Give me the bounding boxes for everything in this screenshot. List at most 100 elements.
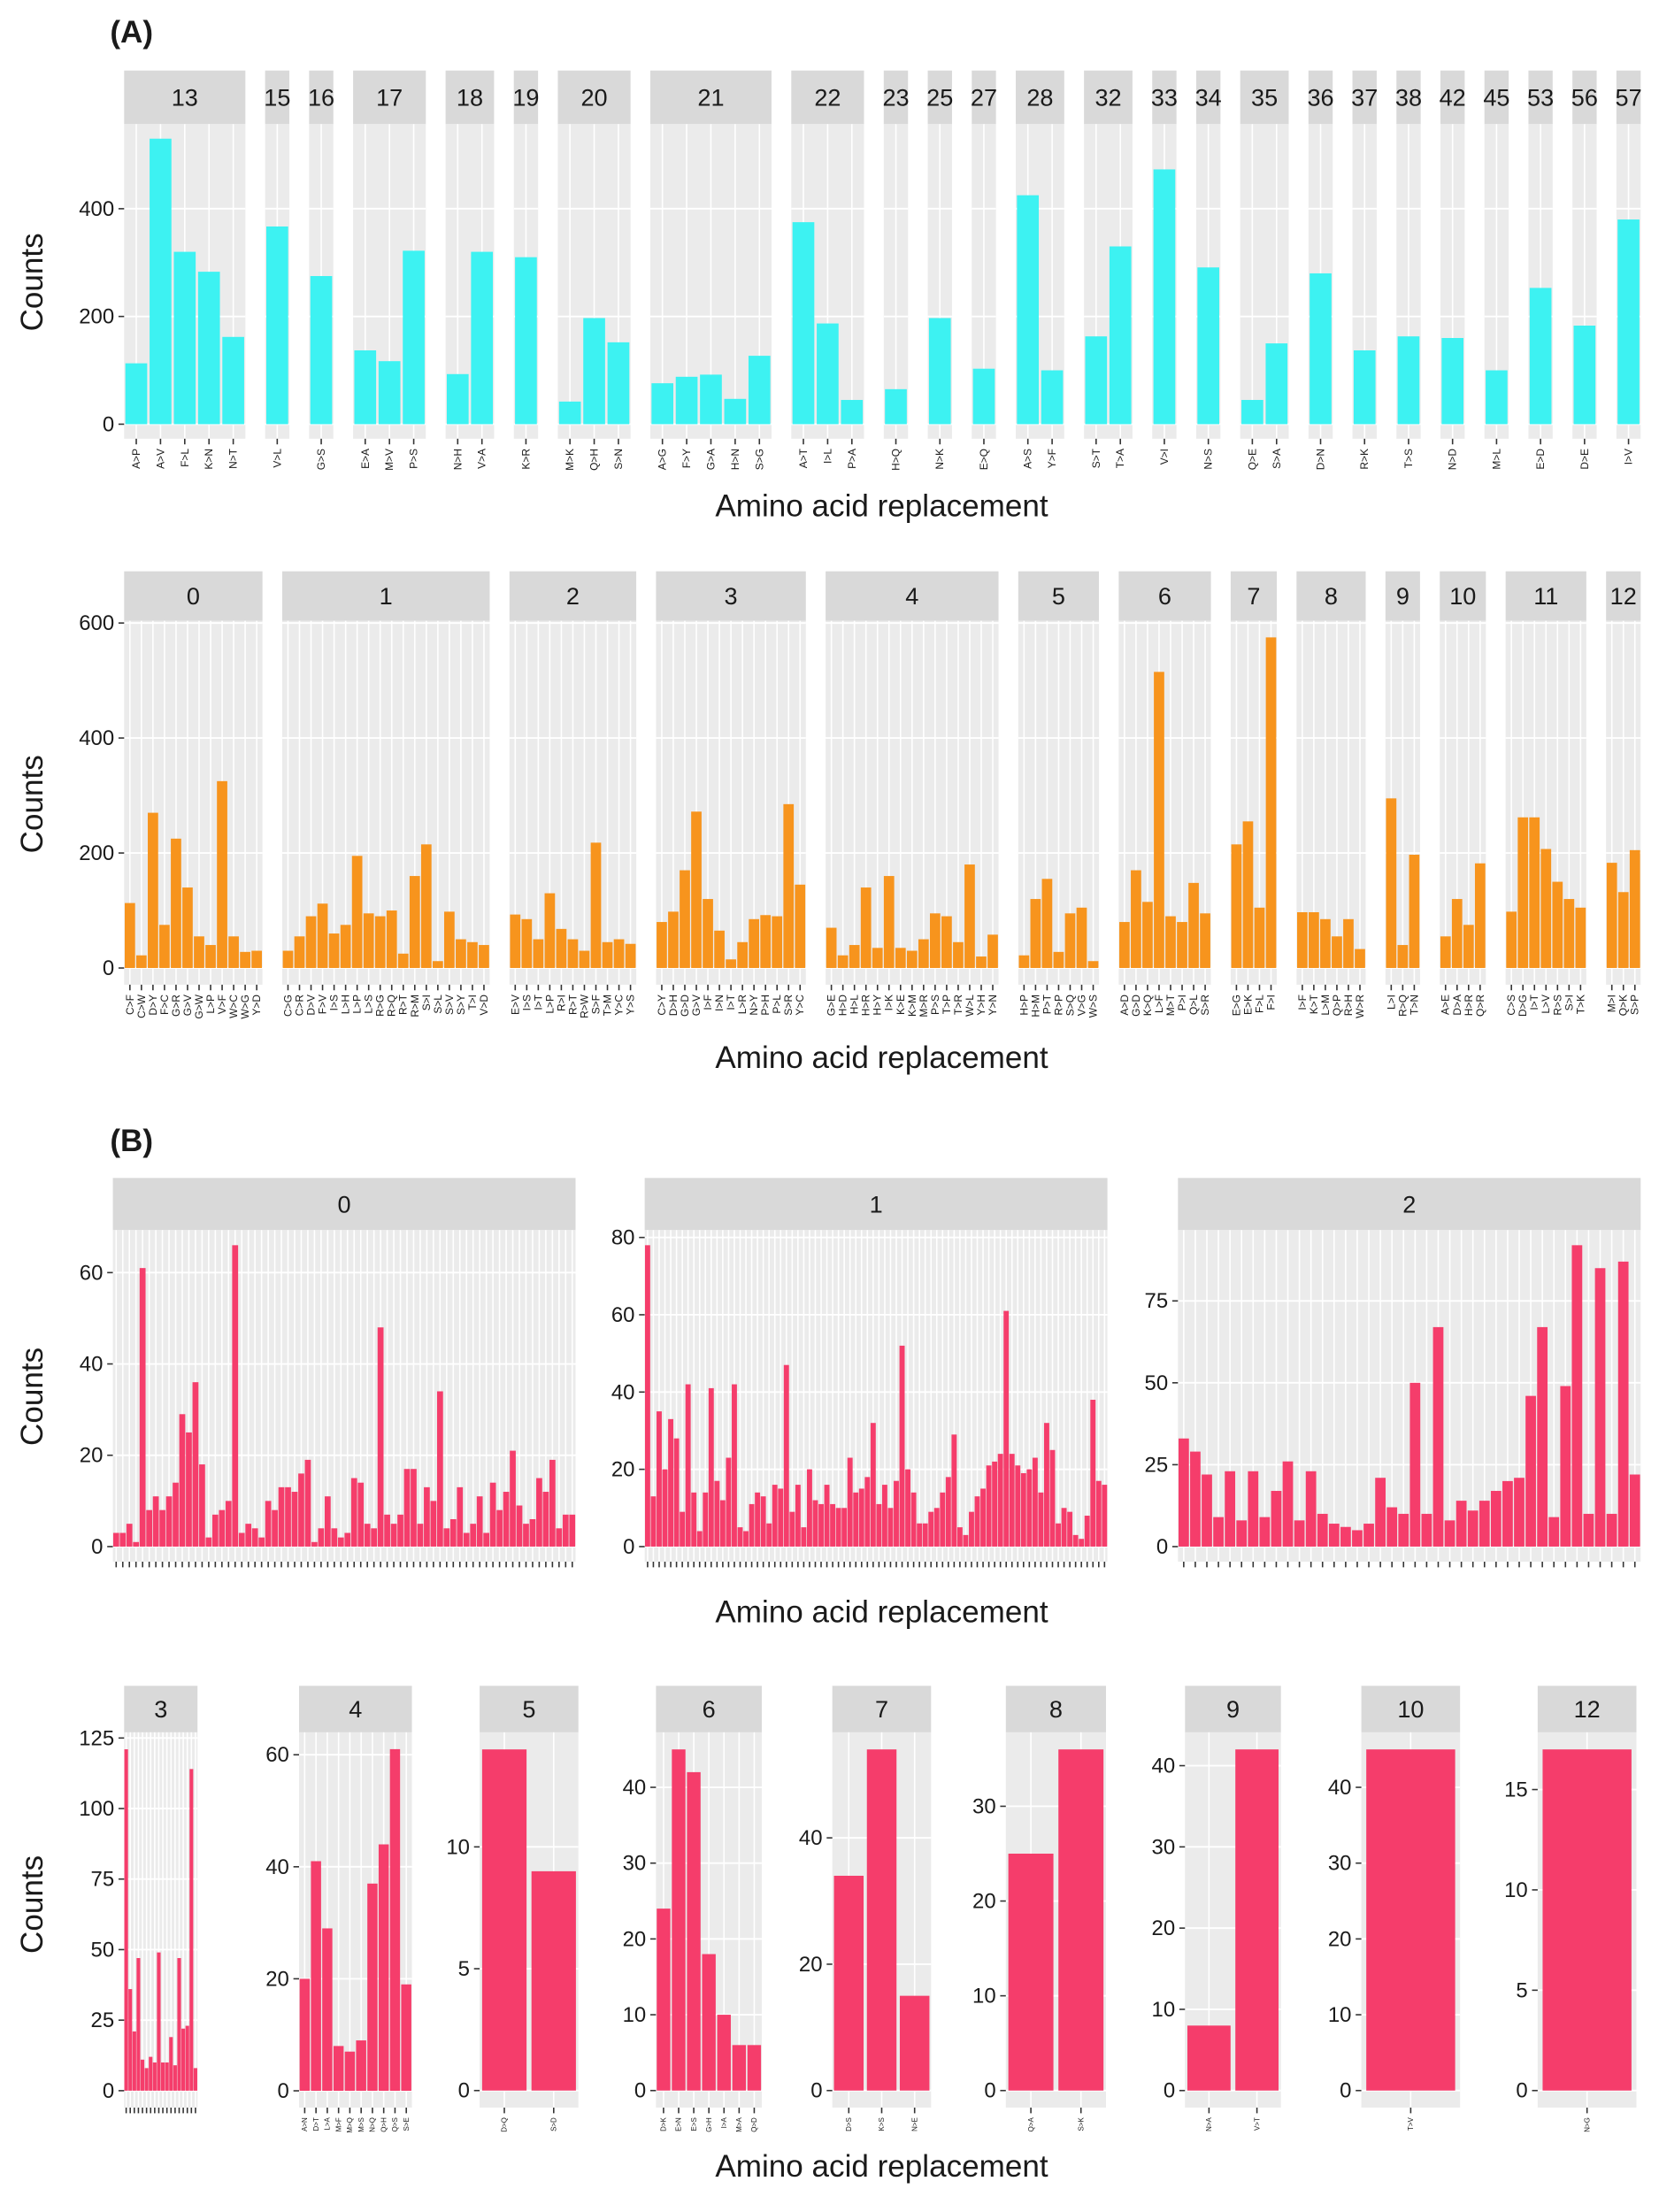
bar xyxy=(199,1464,205,1547)
y-axis-title: Counts xyxy=(15,755,50,853)
bar xyxy=(841,400,864,425)
x-tick-label: G>R xyxy=(170,995,182,1017)
x-axis-title: Amino acid replacement xyxy=(715,1595,1048,1630)
x-tick-label: P>H xyxy=(759,995,772,1016)
bar xyxy=(1397,336,1420,425)
bar xyxy=(1049,1449,1056,1547)
bar xyxy=(881,1485,887,1547)
bar xyxy=(443,1528,450,1547)
bar xyxy=(1486,370,1508,425)
y-tick-label: 200 xyxy=(79,305,114,329)
y-tick-label: 0 xyxy=(458,2079,470,2103)
strip-label: 42 xyxy=(1440,84,1466,111)
x-tick-label: S>A xyxy=(1271,449,1283,469)
x-tick-label: D>E xyxy=(1578,449,1591,470)
strip xyxy=(1528,70,1553,125)
bar xyxy=(887,1508,894,1547)
bar xyxy=(1529,288,1552,425)
x-tick-label: K>Q xyxy=(1141,995,1154,1016)
bar xyxy=(265,1501,272,1547)
bar xyxy=(951,1434,957,1547)
x-tick-label: R>T xyxy=(566,994,579,1015)
bar xyxy=(251,950,262,969)
y-tick-label: 125 xyxy=(79,1726,114,1750)
y-tick-label: 30 xyxy=(972,1794,996,1818)
x-tick-label: E>D xyxy=(1534,449,1547,470)
x-tick-label: L>P xyxy=(543,995,556,1014)
x-tick-label: M>S xyxy=(357,2117,365,2132)
bar xyxy=(703,899,713,969)
x-tick-label: K>N xyxy=(203,449,215,470)
bar xyxy=(602,941,613,969)
y-tick-label: 30 xyxy=(1152,1835,1176,1859)
x-tick-label: Y>F xyxy=(1046,449,1058,468)
x-tick-label: N>K xyxy=(933,449,946,470)
bar xyxy=(298,1473,304,1547)
bar xyxy=(928,1511,934,1547)
strip xyxy=(124,70,246,125)
x-tick-label: T>A xyxy=(1114,449,1126,468)
strip-label: 1 xyxy=(870,1190,883,1217)
bar xyxy=(185,2025,189,2091)
bar xyxy=(675,376,698,425)
x-tick-label: I>T xyxy=(1528,994,1540,1010)
bar xyxy=(687,1771,701,2091)
bar xyxy=(732,1384,737,1547)
bar xyxy=(150,138,172,425)
bar xyxy=(1514,1478,1525,1547)
x-tick-label: Q>H xyxy=(380,2117,388,2132)
y-tick-label: 25 xyxy=(91,2008,115,2032)
bar xyxy=(1343,918,1354,969)
x-tick-label: S>I xyxy=(420,995,433,1010)
x-tick-label: F>Y xyxy=(680,449,693,468)
strip xyxy=(1308,70,1333,125)
x-tick-label: M>T xyxy=(1164,994,1177,1016)
bar xyxy=(613,939,625,969)
strip-label: 15 xyxy=(264,84,290,111)
bar xyxy=(737,941,748,969)
bar xyxy=(377,1327,384,1547)
bar xyxy=(772,916,783,969)
panel-label: (B) xyxy=(110,1124,153,1158)
strip-label: 13 xyxy=(172,84,198,111)
strip xyxy=(791,70,864,125)
strip-label: 18 xyxy=(457,84,483,111)
bar xyxy=(1441,338,1464,425)
strip-label: 28 xyxy=(1026,84,1053,111)
strip xyxy=(445,70,495,125)
bar xyxy=(197,272,220,425)
strip xyxy=(1537,1686,1637,1732)
x-tick-label: C>G xyxy=(281,995,294,1017)
x-tick-label: N>Y xyxy=(748,995,760,1016)
bar xyxy=(521,918,533,969)
strip-label: 12 xyxy=(1574,1695,1601,1723)
bar xyxy=(872,948,883,969)
strip xyxy=(1084,70,1133,125)
bar xyxy=(397,953,409,969)
y-tick-label: 20 xyxy=(799,1953,823,1977)
y-tick-label: 10 xyxy=(1328,2003,1352,2027)
x-tick-label: R>G xyxy=(374,995,387,1017)
bar xyxy=(918,939,929,969)
x-tick-label: Y>H xyxy=(975,995,987,1016)
strip xyxy=(1118,571,1211,621)
bar xyxy=(945,1477,951,1547)
x-tick-label: V>T xyxy=(1253,2117,1261,2131)
bar xyxy=(849,945,860,969)
x-tick-label: M>K xyxy=(564,449,576,471)
bar xyxy=(1540,849,1552,969)
bar xyxy=(424,1486,430,1547)
bar xyxy=(463,1532,470,1547)
bar xyxy=(963,1534,969,1547)
strip-label: 7 xyxy=(1247,582,1260,610)
bar xyxy=(1409,1382,1421,1547)
y-tick-label: 10 xyxy=(623,2003,647,2027)
x-tick-label: F>L xyxy=(1253,995,1265,1013)
bar xyxy=(830,1503,836,1547)
x-tick-label: K>T xyxy=(1308,994,1320,1014)
strip xyxy=(832,1686,932,1732)
x-tick-label: L>M xyxy=(1319,995,1332,1016)
bar xyxy=(479,945,489,969)
y-tick-label: 20 xyxy=(80,1444,104,1468)
bar xyxy=(1432,1326,1444,1547)
